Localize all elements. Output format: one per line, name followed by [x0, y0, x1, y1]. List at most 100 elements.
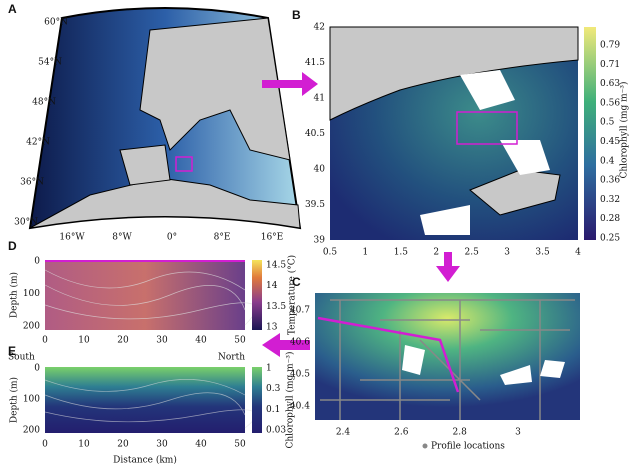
- legend-marker: [422, 443, 428, 449]
- land: [329, 26, 579, 121]
- lon-label: 8°E: [214, 233, 231, 243]
- x-tick-label: 3: [515, 428, 521, 438]
- colorbar-tick: 0.4: [600, 156, 615, 166]
- panel-label: E: [8, 344, 16, 358]
- colorbar-label: Chlorophyll (mg m⁻³): [285, 351, 296, 448]
- y-axis-label: Depth (m): [9, 377, 20, 423]
- section-e: [45, 367, 245, 433]
- x-tick-label: 0: [42, 440, 48, 450]
- colorbar-tick: 0.1: [266, 405, 280, 415]
- transect-line: [45, 260, 245, 262]
- lon-label: 8°W: [112, 233, 132, 243]
- y-tick-label: 40: [314, 165, 326, 175]
- colorbar: [584, 27, 596, 240]
- colorbar-label: Chlorophyll (mg m⁻³): [619, 81, 630, 178]
- x-tick-label: 2.4: [336, 428, 351, 438]
- colorbar-tick: 0.25: [600, 234, 620, 244]
- x-tick-label: 40: [195, 440, 207, 450]
- direction-label: South: [8, 353, 35, 363]
- land: [139, 17, 291, 161]
- colorbar-tick: 0.28: [600, 214, 620, 224]
- x-tick-label: 50: [234, 440, 246, 450]
- x-tick-label: 0.5: [323, 248, 338, 258]
- y-tick-label: 200: [23, 322, 40, 332]
- y-tick-label: 40.7: [290, 306, 310, 316]
- lon-label: 16°E: [261, 233, 284, 243]
- colorbar-tick: 0.36: [600, 176, 620, 186]
- y-tick-label: 41.5: [305, 58, 325, 68]
- x-tick-label: 2: [433, 248, 439, 258]
- y-tick-label: 42: [314, 23, 325, 33]
- colorbar-tick: 0.56: [600, 98, 620, 108]
- colorbar-tick: 0.3: [266, 384, 281, 394]
- x-axis-label: Distance (km): [113, 455, 177, 466]
- x-tick-label: 0: [42, 336, 48, 346]
- x-tick-label: 20: [117, 440, 129, 450]
- colorbar-tick: 0.45: [600, 137, 620, 147]
- y-tick-label: 200: [23, 426, 40, 436]
- colorbar-tick: 0.79: [600, 41, 620, 51]
- x-tick-label: 2.8: [453, 428, 468, 438]
- x-tick-label: 50: [234, 336, 246, 346]
- y-tick-label: 0: [34, 364, 40, 374]
- region-box: [456, 111, 518, 145]
- x-tick-label: 30: [156, 336, 168, 346]
- lon-label: 16°W: [59, 233, 85, 243]
- panel-label: A: [8, 2, 17, 16]
- lat-label: 60°N: [44, 18, 68, 28]
- x-tick-label: 3.5: [535, 248, 550, 258]
- lon-label: 0°: [167, 233, 177, 243]
- y-tick-label: 39.5: [305, 200, 325, 210]
- x-tick-label: 10: [78, 440, 90, 450]
- lat-label: 36°N: [20, 178, 44, 188]
- land: [119, 144, 171, 186]
- land: [29, 177, 301, 229]
- y-tick-label: 0: [34, 257, 40, 267]
- y-tick-label: 39: [314, 236, 326, 246]
- y-tick-label: 40.4: [290, 402, 310, 412]
- y-tick-label: 100: [23, 395, 40, 405]
- colorbar: [252, 260, 262, 330]
- y-tick-label: 40.6: [290, 338, 310, 348]
- x-tick-label: 40: [195, 336, 207, 346]
- x-tick-label: 10: [78, 336, 90, 346]
- x-tick-label: 1: [363, 248, 369, 258]
- x-tick-label: 4: [575, 248, 581, 258]
- x-tick-label: 2.5: [465, 248, 480, 258]
- panel-label: B: [292, 8, 301, 22]
- arrows: [262, 72, 460, 357]
- colorbar-label: Temperature (°C): [287, 255, 298, 335]
- panel-label: D: [8, 239, 17, 253]
- x-tick-label: 2.6: [394, 428, 409, 438]
- land: [469, 169, 561, 216]
- region-box: [175, 156, 193, 172]
- x-tick-label: 30: [156, 440, 168, 450]
- map-c: [315, 293, 580, 420]
- cloud-mask: [402, 345, 565, 385]
- x-tick-label: 3: [504, 248, 510, 258]
- colorbar: [252, 367, 262, 433]
- colorbar-tick: 13.5: [266, 302, 286, 312]
- x-tick-label: 20: [117, 336, 129, 346]
- lat-label: 30°N: [14, 218, 38, 228]
- colorbar-tick: 0.71: [600, 60, 620, 70]
- lat-label: 54°N: [38, 58, 62, 68]
- transect: [317, 316, 460, 393]
- lat-label: 42°N: [26, 138, 50, 148]
- y-tick-label: 40.5: [290, 370, 310, 380]
- x-tick-label: 1.5: [394, 248, 409, 258]
- y-tick-label: 40.5: [305, 129, 325, 139]
- colorbar-tick: 14.5: [266, 261, 286, 271]
- lat-label: 48°N: [32, 98, 56, 108]
- colorbar-tick: 0.63: [600, 79, 620, 89]
- y-tick-label: 100: [23, 289, 40, 299]
- y-axis-label: Depth (m): [9, 272, 20, 318]
- colorbar-tick: 0.5: [600, 118, 615, 128]
- y-tick-label: 41: [314, 94, 325, 104]
- section-d: [45, 260, 245, 330]
- direction-label: North: [218, 353, 245, 363]
- colorbar-tick: 0.03: [266, 426, 286, 436]
- colorbar-tick: 14: [266, 281, 278, 291]
